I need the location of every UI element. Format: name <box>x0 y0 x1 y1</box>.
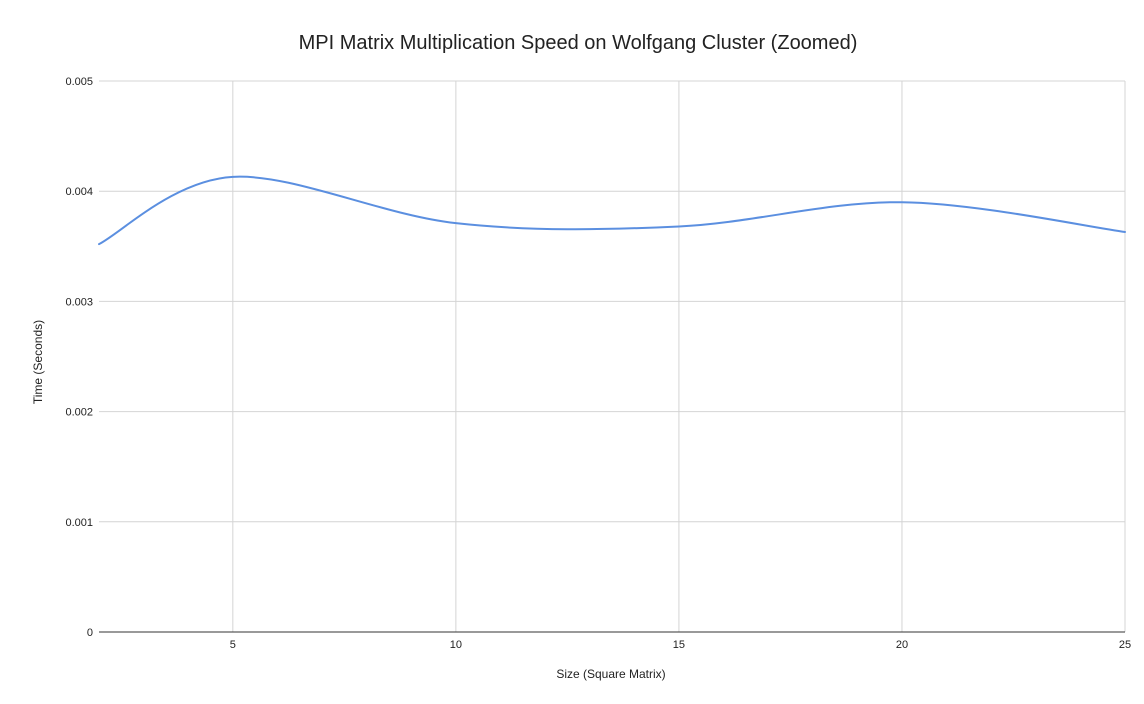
x-tick-label: 5 <box>230 639 236 651</box>
y-axis-label: Time (Seconds) <box>31 320 45 404</box>
y-tick-label: 0.002 <box>65 407 93 419</box>
axes: 0 0.001 0.002 0.003 0.004 0.005 5 10 15 20 25 <box>65 76 1131 651</box>
y-tick-label: 0.001 <box>65 517 93 529</box>
y-tick-label: 0 <box>87 627 93 639</box>
x-tick-label: 20 <box>896 639 908 651</box>
y-tick-label: 0.004 <box>65 186 93 198</box>
x-tick-label: 25 <box>1119 639 1131 651</box>
x-axis-label: Size (Square Matrix) <box>556 667 665 681</box>
x-tick-label: 15 <box>673 639 685 651</box>
y-tick-label: 0.003 <box>65 296 93 308</box>
chart-title: MPI Matrix Multiplication Speed on Wolfg… <box>299 32 858 54</box>
y-tick-label: 0.005 <box>65 76 93 88</box>
gridlines <box>99 80 1126 632</box>
series-line <box>98 175 1126 246</box>
x-tick-label: 10 <box>450 639 462 651</box>
series-layer <box>98 175 1126 246</box>
